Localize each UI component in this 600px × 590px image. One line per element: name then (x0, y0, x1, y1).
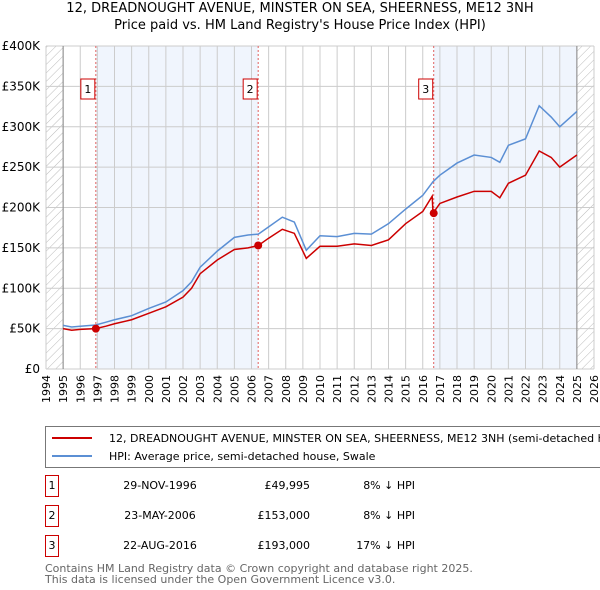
x-tick-label: 2004 (211, 375, 224, 403)
sale-hpi-diff: 8% ↓ HPI (363, 509, 415, 522)
footer-line-2: This data is licensed under the Open Gov… (45, 573, 396, 586)
y-tick-label: £0 (25, 362, 40, 376)
sale-date: 22-AUG-2016 (123, 539, 197, 552)
x-tick-label: 2013 (365, 375, 378, 403)
x-tick-label: 2017 (434, 375, 447, 403)
sale-hpi-diff: 8% ↓ HPI (363, 479, 415, 492)
sale-label-box (242, 78, 258, 100)
sale-point (429, 209, 438, 218)
sale-label-number: 2 (247, 83, 254, 96)
sale-number: 3 (45, 535, 59, 557)
footer-line-1: Contains HM Land Registry data © Crown c… (45, 562, 473, 575)
sale-date: 23-MAY-2006 (124, 509, 196, 522)
x-tick-label: 1994 (40, 375, 53, 403)
y-tick-label: £150K (2, 241, 42, 255)
chart-title: 12, DREADNOUGHT AVENUE, MINSTER ON SEA, … (66, 1, 534, 16)
sale-price: £153,000 (257, 509, 311, 522)
sale-number: 2 (45, 505, 59, 527)
sale-label-box (80, 78, 96, 100)
hpi-line (62, 104, 578, 328)
x-tick-label: 2015 (400, 375, 413, 403)
x-tick-label: 2001 (160, 375, 173, 403)
x-tick-label: 2010 (314, 375, 327, 403)
x-tick-label: 2023 (537, 375, 550, 403)
x-tick-label: 2009 (297, 375, 310, 403)
sale-number: 1 (45, 475, 59, 497)
x-tick-label: 1995 (57, 375, 70, 403)
x-tick-label: 1999 (126, 375, 139, 403)
sale-hpi-diff: 17% ↓ HPI (356, 539, 415, 552)
x-tick-label: 2019 (468, 375, 481, 403)
sale-price: £193,000 (257, 539, 311, 552)
y-tick-label: £350K (2, 79, 42, 93)
sale-date: 29-NOV-1996 (123, 479, 197, 492)
y-tick-label: £400K (2, 39, 42, 53)
x-tick-label: 2020 (485, 375, 498, 403)
legend: 12, DREADNOUGHT AVENUE, MINSTER ON SEA, … (45, 426, 600, 468)
x-tick-label: 2014 (383, 375, 396, 403)
x-tick-label: 2011 (331, 375, 344, 403)
y-tick-label: £50K (9, 322, 41, 336)
sale-row: 1 29-NOV-1996 £49,995 8% ↓ HPI (45, 475, 445, 497)
y-tick-label: £100K (2, 281, 42, 295)
x-tick-label: 2003 (194, 375, 207, 403)
sale-label-box (418, 78, 434, 100)
sale-price: £49,995 (264, 479, 311, 492)
x-tick-label: 2022 (520, 375, 533, 403)
x-tick-label: 2006 (246, 375, 259, 403)
x-tick-label: 2008 (280, 375, 293, 403)
x-tick-label: 1996 (74, 375, 87, 403)
x-tick-label: 2016 (417, 375, 430, 403)
sale-row: 2 23-MAY-2006 £153,000 8% ↓ HPI (45, 505, 445, 527)
x-tick-label: 1998 (109, 375, 122, 403)
x-tick-label: 2012 (348, 375, 361, 403)
price-paid-line (62, 149, 578, 331)
x-tick-label: 2007 (263, 375, 276, 403)
x-tick-label: 2025 (571, 375, 584, 403)
y-tick-label: £200K (2, 201, 42, 215)
chart-subtitle: Price paid vs. HM Land Registry's House … (114, 18, 486, 33)
plot-area: 1994 1995 1996 1997 1998 1999 2000 2001 2002 2003… (2, 39, 600, 403)
sale-point (91, 324, 100, 333)
legend-red-label: 12, DREADNOUGHT AVENUE, MINSTER ON SEA, … (109, 431, 600, 445)
x-tick-label: 2018 (451, 375, 464, 403)
x-tick-label: 2021 (502, 375, 515, 403)
legend-blue-label: HPI: Average price, semi-detached house,… (109, 449, 376, 463)
x-tick-label: 1997 (91, 375, 104, 403)
legend-red-swatch (52, 437, 92, 439)
y-tick-label: £300K (2, 120, 42, 134)
y-tick-label: £250K (2, 160, 42, 174)
x-tick-label: 2000 (143, 375, 156, 403)
sale-point (254, 241, 263, 250)
sale-label-number: 1 (84, 83, 91, 96)
sale-label-number: 3 (422, 83, 429, 96)
x-tick-label: 2005 (228, 375, 241, 403)
sale-row: 3 22-AUG-2016 £193,000 17% ↓ HPI (45, 535, 445, 557)
x-tick-label: 2002 (177, 375, 190, 403)
x-tick-label: 2026 (588, 375, 600, 403)
legend-blue-swatch (52, 455, 92, 457)
x-tick-label: 2024 (554, 375, 567, 403)
